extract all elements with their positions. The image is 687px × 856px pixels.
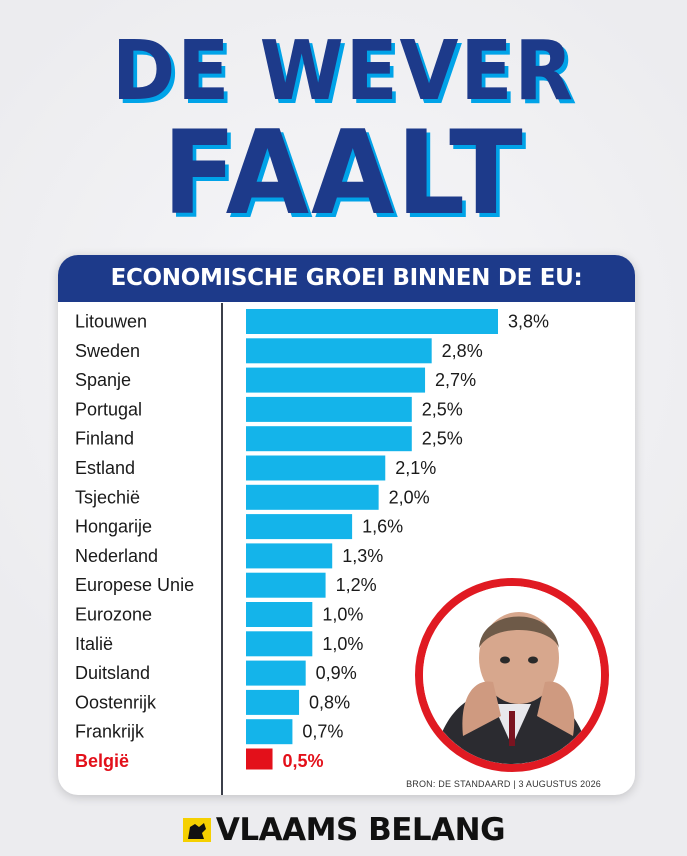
bar [246,748,273,770]
headline-line-2: FAALT [162,106,525,241]
bar [246,602,313,627]
value-label: 2,0% [389,487,430,507]
bar [246,426,412,452]
value-label: 1,3% [342,546,383,566]
category-label: Portugal [75,399,142,419]
category-label: Finland [75,429,134,449]
bar [246,338,432,364]
category-label: Italië [75,634,113,654]
value-label: 1,6% [362,517,403,537]
source-note: BRON: DE STANDAARD | 3 AUGUSTUS 2026 [406,779,601,789]
chart-title: ECONOMISCHE GROEI BINNEN DE EU: [58,255,635,302]
category-label: België [75,751,129,771]
value-label: 0,9% [316,663,357,683]
value-label: 2,7% [435,370,476,390]
category-label: Spanje [75,370,131,390]
value-label: 1,0% [322,605,363,625]
value-label: 0,7% [302,722,343,742]
category-label: Europese Unie [75,575,194,595]
headline-line-1: DE WEVER [112,24,575,119]
value-label: 0,8% [309,692,350,712]
value-label: 0,5% [283,751,324,771]
category-label: Estland [75,458,135,478]
bar [246,367,426,393]
footer-brand: VLAAMS BELANG [0,808,687,852]
bar [246,543,333,569]
category-label: Eurozone [75,605,152,625]
value-label: 1,2% [336,575,377,595]
chart-card: ECONOMISCHE GROEI BINNEN DE EU: Litouwen… [58,255,635,795]
bar [246,660,306,686]
category-label: Oostenrijk [75,692,157,712]
portrait-photo [415,578,609,772]
lion-flag-icon [182,818,211,842]
bar [246,484,379,510]
axis-divider [221,303,223,795]
brand-name: VLAAMS BELANG [215,812,506,848]
bar [246,719,293,745]
bar [246,455,386,481]
category-label: Litouwen [75,312,147,332]
value-label: 3,8% [508,312,549,332]
category-label: Tsjechië [75,487,140,507]
bar [246,689,300,715]
category-label: Duitsland [75,663,150,683]
bar [246,396,412,422]
bar [246,514,353,540]
bar [246,572,326,598]
category-label: Hongarije [75,517,152,537]
category-label: Nederland [75,546,158,566]
value-label: 2,8% [442,341,483,361]
value-label: 1,0% [322,634,363,654]
value-label: 2,5% [422,399,463,419]
category-label: Sweden [75,341,140,361]
value-label: 2,5% [422,429,463,449]
value-label: 2,1% [395,458,436,478]
bar-chart: Litouwen 3,8% Sweden 2,8% Spanje 2,7% Portugal… [75,309,549,771]
bar [246,309,498,334]
bar [246,631,313,657]
category-label: Frankrijk [75,722,145,742]
